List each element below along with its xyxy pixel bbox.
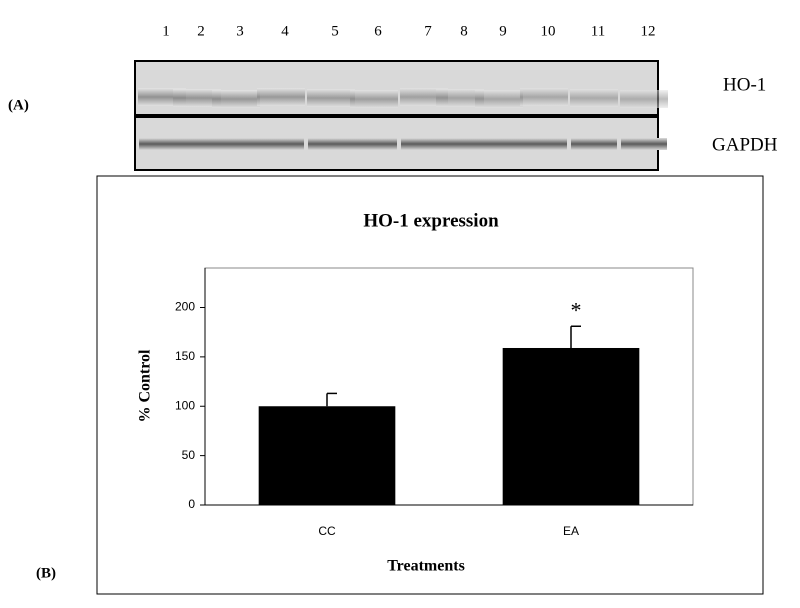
- significance-marker: *: [571, 297, 582, 322]
- blot-band: [476, 138, 522, 150]
- blot-band: [621, 138, 667, 150]
- blot-band: [571, 138, 617, 150]
- blot-label: GAPDH: [712, 134, 778, 155]
- blot-band: [475, 90, 523, 108]
- y-tick-label: 0: [188, 497, 195, 511]
- blot-label: HO-1: [723, 74, 766, 95]
- lane-label: 10: [541, 23, 556, 39]
- blot-band: [213, 138, 259, 150]
- blot-band: [139, 138, 185, 150]
- blot-band: [350, 90, 398, 108]
- blot-band: [520, 88, 568, 106]
- panel-label: (A): [8, 97, 29, 113]
- blot-band: [257, 88, 305, 106]
- lane-label: 12: [641, 23, 656, 39]
- error-bar: [570, 325, 581, 348]
- blot-band: [212, 90, 260, 108]
- chart-frame: [96, 175, 764, 595]
- blot-band: [351, 138, 397, 150]
- blot-band: [174, 138, 220, 150]
- blot-band: [521, 138, 567, 150]
- lane-label: 6: [374, 23, 382, 39]
- blot-band: [570, 89, 618, 107]
- panel-label: (B): [36, 565, 56, 581]
- blot-band: [401, 138, 447, 150]
- lane-label: 5: [331, 23, 339, 39]
- blot-band: [620, 90, 668, 108]
- western-blot: [134, 60, 668, 171]
- lane-label: 2: [197, 23, 205, 39]
- y-axis-label: % Control: [137, 349, 154, 423]
- y-tick-label: 50: [182, 448, 196, 462]
- blot-divider: [135, 114, 658, 118]
- lane-label: 4: [281, 23, 289, 39]
- blot-band: [308, 138, 354, 150]
- bar: [502, 347, 640, 505]
- x-tick-label: CC: [318, 524, 336, 538]
- blot-band: [258, 138, 304, 150]
- y-tick-label: 100: [175, 398, 195, 412]
- error-bar: [326, 392, 337, 407]
- lane-label: 8: [460, 23, 468, 39]
- blot-band: [437, 138, 483, 150]
- y-tick-label: 200: [175, 300, 195, 314]
- x-tick-label: EA: [563, 524, 579, 538]
- lane-label: 11: [591, 23, 605, 39]
- blot-band: [173, 89, 221, 107]
- lane-label: 1: [162, 23, 170, 39]
- chart-title: HO-1 expression: [363, 210, 499, 231]
- bar: [258, 406, 396, 505]
- blot-band: [307, 89, 355, 107]
- blot-band: [436, 89, 484, 107]
- lane-label: 3: [236, 23, 244, 39]
- x-axis-label: Treatments: [387, 558, 465, 575]
- y-tick-label: 150: [175, 349, 195, 363]
- lane-label: 9: [499, 23, 507, 39]
- lane-label: 7: [424, 23, 432, 39]
